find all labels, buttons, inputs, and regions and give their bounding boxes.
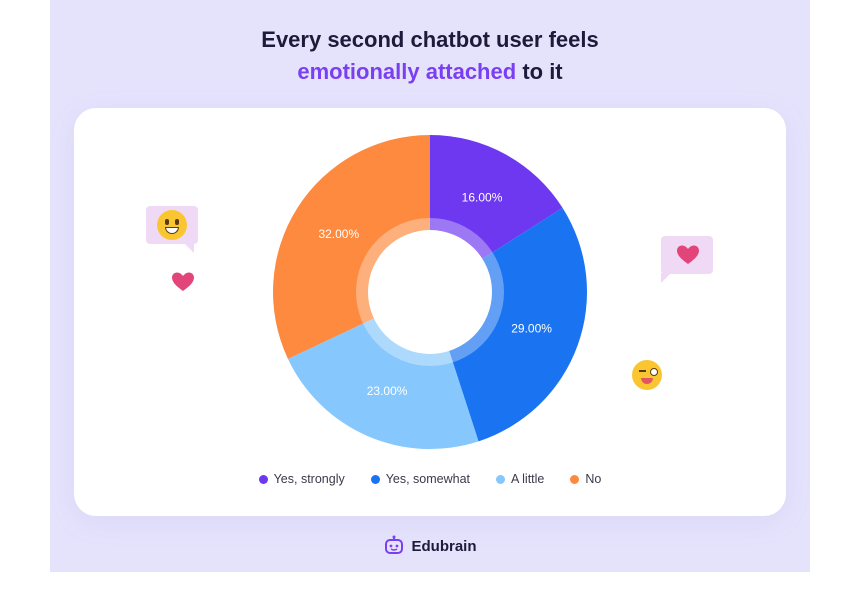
- title-line-2: emotionally attached to it: [0, 56, 860, 88]
- robot-head-icon: [385, 535, 404, 554]
- pie-slice-yes-somewhat: [430, 207, 588, 442]
- donut-hole: [368, 230, 492, 354]
- legend-item-yes-strongly: Yes, strongly: [258, 472, 345, 486]
- heart-bubble-icon: [661, 236, 713, 283]
- legend-label: Yes, strongly: [273, 472, 345, 486]
- brand-name: Edubrain: [411, 537, 477, 555]
- slice-value-label: 32.00%: [318, 227, 359, 241]
- legend-swatch: [258, 474, 268, 484]
- wink-emoji-icon: [632, 360, 662, 390]
- legend-label: A little: [511, 472, 545, 486]
- legend-item-no: No: [570, 472, 601, 486]
- slice-value-label: 23.00%: [367, 384, 408, 398]
- title-line-1: Every second chatbot user feels: [261, 27, 599, 52]
- slice-value-label: 29.00%: [511, 322, 552, 336]
- title-highlight: emotionally attached: [297, 59, 517, 84]
- page-title: Every second chatbot user feels emotiona…: [0, 24, 860, 88]
- heart-icon: [172, 272, 194, 291]
- slice-value-label: 16.00%: [462, 190, 503, 204]
- smile-emoji-bubble-icon: [146, 206, 198, 253]
- brand-logo: Edubrain: [0, 535, 860, 557]
- title-rest: to it: [522, 59, 563, 84]
- legend-label: No: [585, 472, 602, 486]
- chart-legend: Yes, strongly Yes, somewhat A little No: [0, 472, 860, 486]
- legend-label: Yes, somewhat: [385, 472, 471, 486]
- legend-swatch: [570, 474, 580, 484]
- legend-swatch: [370, 474, 380, 484]
- legend-item-a-little: A little: [496, 472, 544, 486]
- legend-item-yes-somewhat: Yes, somewhat: [370, 472, 471, 486]
- legend-swatch: [496, 474, 506, 484]
